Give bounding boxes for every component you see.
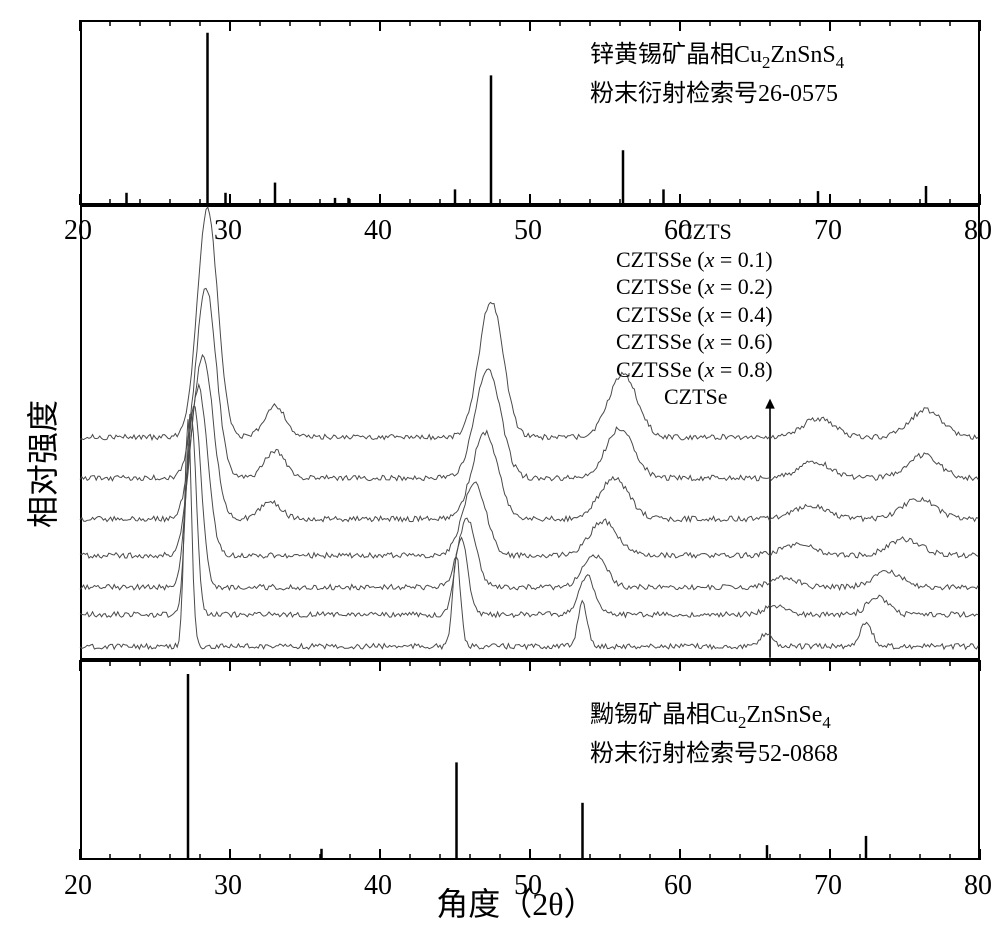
legend-item: CZTSSe (x = 0.6) xyxy=(590,328,773,356)
legend-item: CZTSe xyxy=(590,383,773,411)
legend-item: CZTSSe (x = 0.2) xyxy=(590,273,773,301)
x-tick-label: 70 xyxy=(814,870,842,902)
x-tick-label: 40 xyxy=(364,870,392,902)
x-tick-label: 80 xyxy=(964,215,992,247)
legend-item: CZTSSe (x = 0.4) xyxy=(590,301,773,329)
legend-item: CZTS xyxy=(590,218,773,246)
x-tick-label: 80 xyxy=(964,870,992,902)
top-reference-label: 锌黄锡矿晶相Cu2ZnSnS4粉末衍射检索号26-0575 xyxy=(590,34,844,108)
x-tick-label: 70 xyxy=(814,215,842,247)
x-tick-label: 20 xyxy=(64,215,92,247)
x-tick-label: 50 xyxy=(514,870,542,902)
xrd-trace xyxy=(80,355,978,522)
x-tick-label: 60 xyxy=(664,870,692,902)
legend-item: CZTSSe (x = 0.1) xyxy=(590,246,773,274)
xrd-trace xyxy=(80,385,978,558)
x-tick-label: 40 xyxy=(364,215,392,247)
x-tick-label: 30 xyxy=(214,215,242,247)
xrd-trace xyxy=(80,288,978,480)
x-tick-label: 20 xyxy=(64,870,92,902)
legend-item: CZTSSe (x = 0.8) xyxy=(590,356,773,384)
x-tick-label: 50 xyxy=(514,215,542,247)
plot-svg xyxy=(0,0,1000,927)
legend: CZTSCZTSSe (x = 0.1)CZTSSe (x = 0.2)CZTS… xyxy=(590,218,773,411)
bottom-reference-label: 黝锡矿晶相Cu2ZnSnSe4粉末衍射检索号52-0868 xyxy=(590,694,838,768)
x-tick-label: 30 xyxy=(214,870,242,902)
